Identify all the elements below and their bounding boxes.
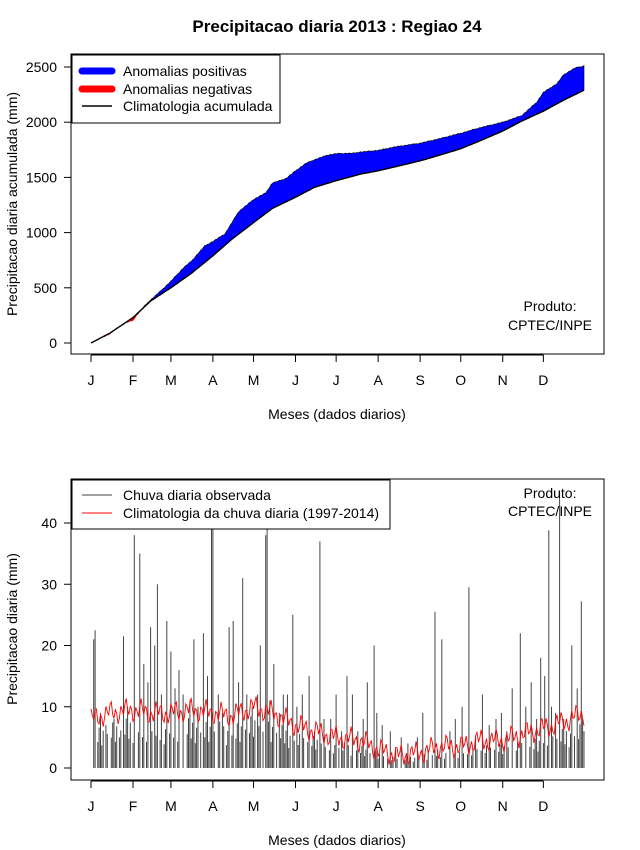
- bottom-x-tick-label: J: [292, 798, 299, 814]
- legend-label-observed: Chuva diaria observada: [123, 487, 271, 503]
- top-series-layer: [90, 65, 585, 344]
- negative-anomaly-area: [91, 90, 584, 343]
- top-y-tick-label: 1000: [26, 225, 57, 241]
- bottom-x-tick-label: N: [498, 798, 508, 814]
- bottom-annotation-line-2: CPTEC/INPE: [508, 503, 592, 519]
- bottom-x-tick-label: D: [538, 798, 548, 814]
- top-x-tick-label: J: [88, 372, 95, 388]
- top-x-axis-label: Meses (dados diarios): [268, 406, 406, 422]
- top-annotation-line-1: Produto:: [524, 298, 577, 314]
- bottom-y-tick-label: 20: [41, 638, 57, 654]
- bottom-legend-box: [71, 479, 391, 530]
- chart-title: Precipitacao diaria 2013 : Regiao 24: [192, 17, 482, 36]
- climatology-cumulative-line: [90, 89, 585, 344]
- bottom-x-tick-label: M: [248, 798, 260, 814]
- bottom-y-tick-label: 10: [41, 699, 57, 715]
- top-x-tick-label: J: [333, 372, 340, 388]
- bottom-y-tick-label: 0: [49, 760, 57, 776]
- bottom-y-axis-label: Precipitacao diaria (mm): [4, 553, 20, 705]
- top-x-tick-label: F: [129, 372, 138, 388]
- bottom-legend: Chuva diaria observada Climatologia da c…: [71, 479, 391, 530]
- bottom-axes: 0 10 20 30 40 J F M A M J J A S O N D: [41, 515, 548, 814]
- daily-climatology-line: [90, 696, 585, 765]
- top-x-tick-label: O: [455, 372, 466, 388]
- bottom-x-tick-label: A: [373, 798, 383, 814]
- top-y-tick-label: 0: [49, 335, 57, 351]
- top-x-tick-label: A: [373, 372, 383, 388]
- daily-precipitation-plot: 0 10 20 30 40 J F M A M J J A S O N D Meses (dados diari…: [4, 478, 605, 848]
- bottom-x-axis-label: Meses (dados diarios): [268, 832, 406, 848]
- legend-label-negative: Anomalias negativas: [123, 81, 252, 97]
- top-x-tick-label: M: [165, 372, 177, 388]
- top-x-tick-label: N: [498, 372, 508, 388]
- top-legend: Anomalias positivas Anomalias negativas …: [71, 54, 281, 124]
- top-axes: 0 500 1000 1500 2000 2500 J F M A M J J A S O N D: [26, 59, 549, 388]
- top-y-tick-label: 1500: [26, 169, 57, 185]
- top-x-tick-label: D: [538, 372, 548, 388]
- top-x-tick-label: S: [415, 372, 424, 388]
- top-y-axis-label: Precipitacao diaria acumulada (mm): [4, 92, 20, 316]
- bottom-series-layer: [90, 492, 585, 768]
- bottom-x-tick-label: A: [208, 798, 218, 814]
- bottom-x-tick-label: M: [165, 798, 177, 814]
- bottom-x-tick-label: J: [333, 798, 340, 814]
- bottom-x-tick-label: S: [415, 798, 424, 814]
- top-x-tick-label: M: [248, 372, 260, 388]
- legend-label-positive: Anomalias positivas: [123, 63, 247, 79]
- bottom-annotation-line-1: Produto:: [524, 485, 577, 501]
- top-y-tick-label: 2500: [26, 59, 57, 75]
- top-x-tick-label: J: [292, 372, 299, 388]
- cumulative-precipitation-plot: Precipitacao diaria 2013 : Regiao 24 0 50…: [4, 17, 605, 422]
- bottom-x-tick-label: J: [88, 798, 95, 814]
- top-annotation-line-2: CPTEC/INPE: [508, 317, 592, 333]
- bottom-x-tick-label: F: [129, 798, 138, 814]
- legend-label-daily-climatology: Climatologia da chuva diaria (1997-2014): [123, 505, 379, 521]
- top-y-tick-label: 2000: [26, 114, 57, 130]
- bottom-y-tick-label: 40: [41, 515, 57, 531]
- bottom-x-tick-label: O: [455, 798, 466, 814]
- top-y-tick-label: 500: [34, 280, 58, 296]
- bottom-y-tick-label: 30: [41, 576, 57, 592]
- legend-label-climatology: Climatologia acumulada: [123, 98, 273, 114]
- top-x-tick-label: A: [208, 372, 218, 388]
